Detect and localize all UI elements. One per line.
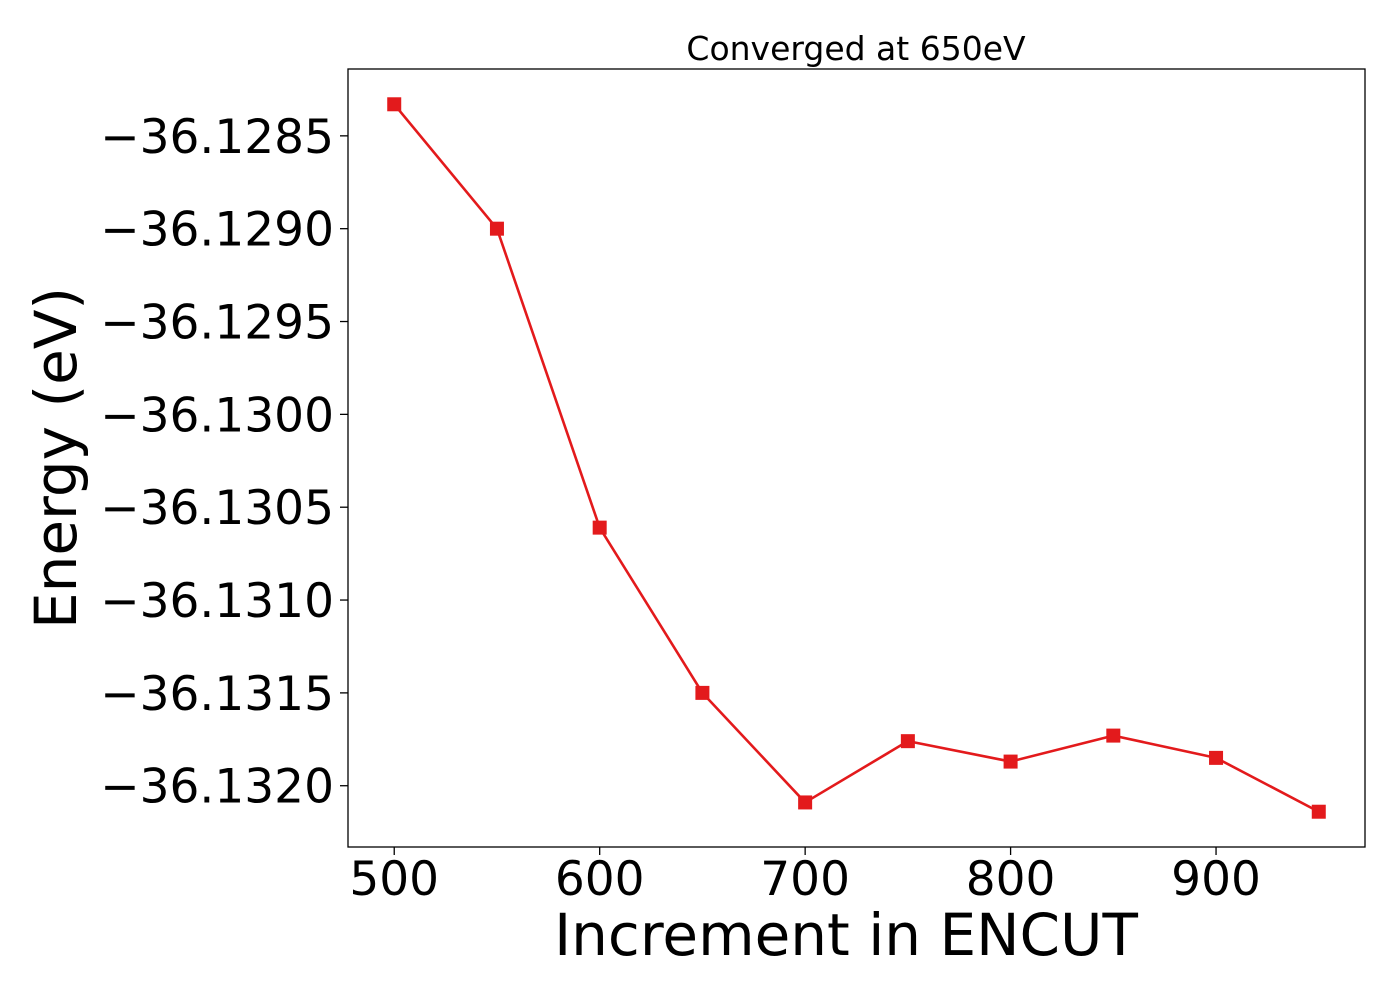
y-tick-label: −36.1285: [100, 110, 334, 165]
data-point-marker: [1003, 754, 1018, 769]
data-point-marker: [1106, 728, 1121, 743]
series-layer: [387, 97, 1326, 819]
y-axis: −36.1285 −36.1290 −36.1295 −36.1300 −36.1305…: [100, 110, 348, 815]
chart-title: Converged at 650eV: [686, 29, 1026, 68]
data-point-marker: [695, 685, 710, 700]
series-line: [393, 103, 1320, 813]
y-axis-label: Energy (eV): [22, 287, 90, 629]
x-tick-label: 800: [966, 852, 1056, 907]
y-tick-label: −36.1290: [100, 203, 334, 258]
x-tick-label: 900: [1171, 852, 1261, 907]
data-point-marker: [1311, 804, 1326, 819]
data-point-marker: [592, 520, 607, 535]
data-point-marker: [387, 97, 402, 112]
plot-area-frame: [347, 68, 1366, 848]
x-tick-label: 600: [555, 852, 645, 907]
y-tick-label: −36.1310: [100, 574, 334, 629]
y-tick-label: −36.1300: [100, 388, 334, 443]
data-point-marker: [489, 221, 504, 236]
data-point-marker: [798, 795, 813, 810]
data-point-marker: [900, 734, 915, 749]
x-axis-label: Increment in ENCUT: [554, 901, 1138, 969]
y-tick-label: −36.1295: [100, 296, 334, 351]
x-tick-label: 700: [760, 852, 850, 907]
y-tick-label: −36.1320: [100, 760, 334, 815]
y-tick-label: −36.1305: [100, 481, 334, 536]
x-tick-label: 500: [349, 852, 439, 907]
x-axis: 500 600 700 800 900: [349, 847, 1261, 907]
y-tick-label: −36.1315: [100, 667, 334, 722]
data-point-marker: [1209, 750, 1224, 765]
